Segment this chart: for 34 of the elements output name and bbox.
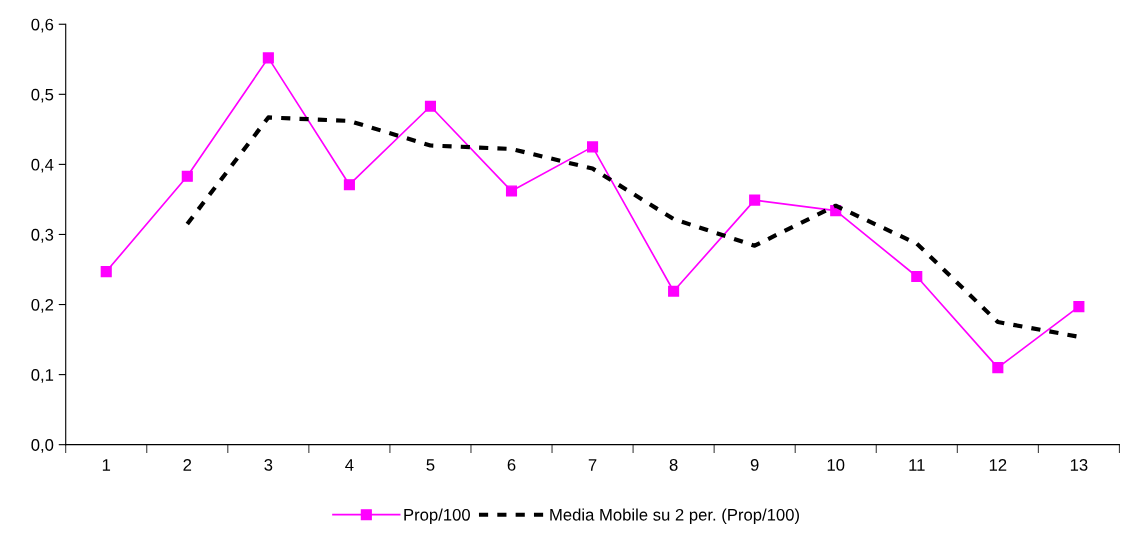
y-tick-label: 0,4: [31, 158, 54, 173]
x-tick-label: 6: [507, 459, 516, 471]
y-tick-label: 0,2: [31, 298, 54, 313]
point: [1073, 301, 1085, 313]
point: [992, 362, 1004, 374]
point: [587, 141, 599, 153]
legend-label: Media Mobile su 2 per. (Prop/100): [550, 508, 799, 524]
x-tick-label: 2: [183, 459, 192, 471]
x-tick-label: 10: [827, 459, 845, 471]
point: [911, 270, 923, 283]
x-tick-label: 7: [588, 459, 597, 471]
x-tick-label: 13: [1070, 459, 1088, 471]
y-tick-label: 0,5: [31, 88, 54, 103]
y-tick-label: 0,0: [31, 439, 54, 453]
point: [668, 285, 680, 297]
x-tick-label: 8: [669, 459, 678, 471]
point: [505, 185, 518, 197]
x-tick-label: 3: [264, 459, 273, 471]
point: [100, 266, 112, 278]
x-tick-label: 12: [989, 459, 1007, 471]
x-tick-label: 5: [426, 459, 435, 471]
legend-label: Prop/100: [404, 508, 470, 524]
x-tick-label: 4: [345, 459, 354, 471]
point: [181, 170, 193, 182]
point: [749, 194, 761, 206]
y-tick-label: 0,1: [31, 369, 54, 383]
point: [343, 179, 355, 191]
y-tick-label: 0,3: [31, 228, 54, 243]
x-tick-label: 11: [909, 459, 925, 471]
point: [424, 100, 437, 112]
point: [262, 52, 274, 64]
y-tick-label: 0,6: [31, 18, 54, 33]
x-tick-label: 1: [102, 459, 111, 471]
x-tick-label: 9: [750, 459, 759, 471]
